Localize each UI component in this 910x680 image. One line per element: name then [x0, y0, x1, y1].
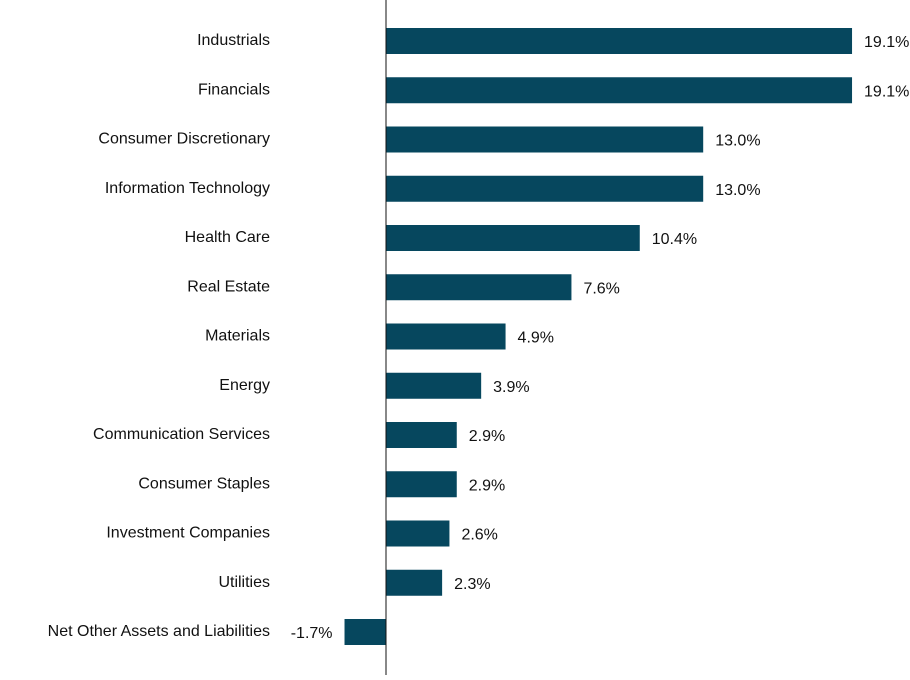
category-label-health-care: Health Care: [185, 229, 270, 246]
value-label-real-estate: 7.6%: [583, 280, 619, 297]
bar-net-other-assets-and-liabilities: [344, 619, 386, 645]
bar-real-estate: [386, 274, 572, 301]
value-label-information-technology: 13.0%: [715, 182, 760, 199]
value-label-utilities: 2.3%: [454, 576, 490, 593]
category-label-energy: Energy: [219, 377, 270, 394]
category-label-consumer-discretionary: Consumer Discretionary: [98, 131, 270, 148]
bar-utilities: [386, 569, 443, 596]
value-label-financials: 19.1%: [864, 83, 909, 100]
bar-communication-services: [386, 422, 457, 448]
category-label-consumer-staples: Consumer Staples: [138, 475, 270, 492]
category-label-investment-companies: Investment Companies: [106, 525, 270, 542]
category-label-information-technology: Information Technology: [105, 180, 270, 197]
category-label-materials: Materials: [205, 328, 270, 345]
value-label-energy: 3.9%: [493, 379, 529, 396]
bar-materials: [386, 323, 506, 350]
bar-energy: [386, 372, 482, 399]
value-label-communication-services: 2.9%: [469, 428, 505, 445]
value-label-consumer-staples: 2.9%: [469, 477, 505, 494]
bar-information-technology: [386, 175, 704, 202]
category-label-communication-services: Communication Services: [93, 426, 270, 443]
category-label-industrials: Industrials: [197, 32, 270, 49]
bar-investment-companies: [386, 520, 450, 547]
bar-industrials: [386, 28, 853, 54]
bars: [344, 28, 853, 645]
value-label-consumer-discretionary: 13.0%: [715, 133, 760, 150]
value-label-investment-companies: 2.6%: [461, 527, 497, 544]
value-label-industrials: 19.1%: [864, 34, 909, 51]
category-label-utilities: Utilities: [218, 574, 270, 591]
value-label-net-other-assets-and-liabilities: -1.7%: [291, 625, 333, 642]
bar-consumer-discretionary: [386, 126, 704, 153]
value-label-health-care: 10.4%: [652, 231, 697, 248]
category-label-net-other-assets-and-liabilities: Net Other Assets and Liabilities: [48, 623, 270, 640]
category-label-real-estate: Real Estate: [187, 278, 270, 295]
bar-consumer-staples: [386, 471, 457, 498]
bar-financials: [386, 77, 853, 104]
bar-health-care: [386, 225, 640, 251]
category-labels: Industrials Financials Consumer Discretion…: [48, 32, 270, 640]
value-labels: 19.1% 19.1% 13.0% 13.0% 10.4% 7.6% 4.9% 3.9% 2.9…: [291, 34, 910, 642]
category-label-financials: Financials: [198, 81, 270, 98]
value-label-materials: 4.9%: [518, 330, 554, 347]
